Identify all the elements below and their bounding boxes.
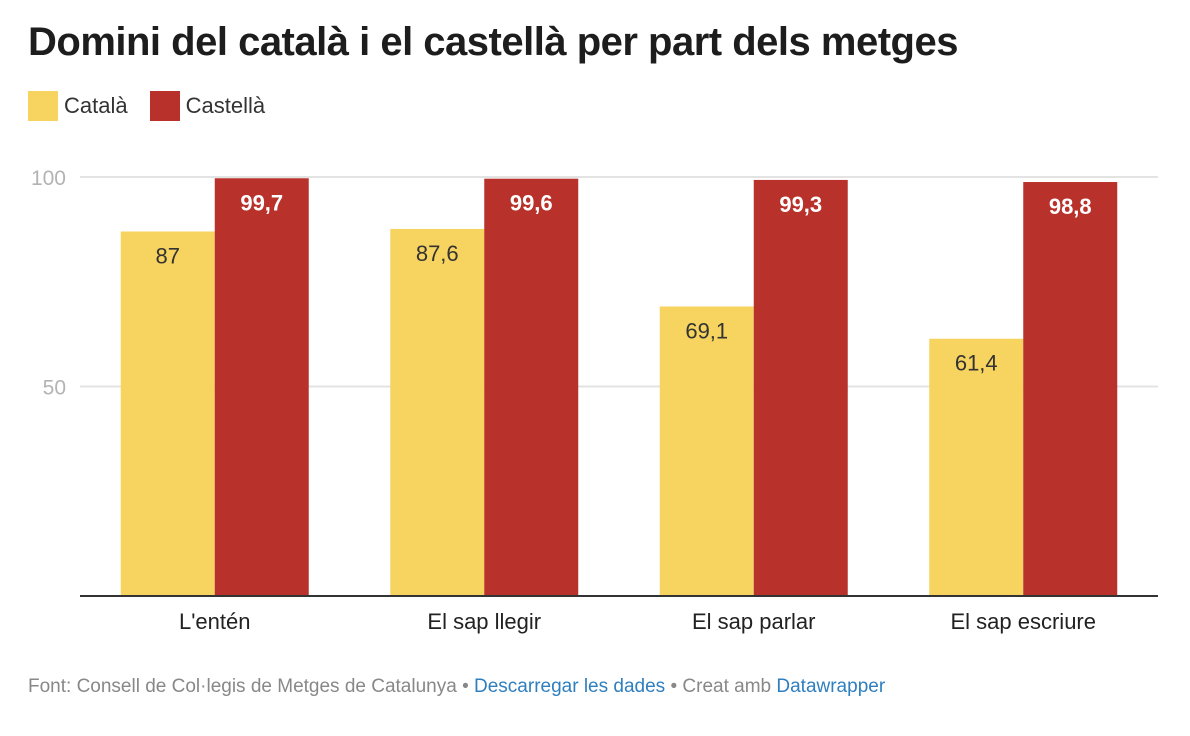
bar-chart: 100 50 87 99,7 L'entén 87,6 99,6 El sap llegir 6… <box>31 167 1158 634</box>
legend-label-catala: Català <box>64 93 128 118</box>
bar-castella-1 <box>484 178 579 596</box>
legend-swatch-castella <box>149 91 180 121</box>
data-label-catala-0: 87 <box>156 243 180 268</box>
legend-item-catala: Català <box>28 91 128 121</box>
data-label-castella-0: 99,7 <box>240 190 283 215</box>
legend-label-castella: Castellà <box>185 93 266 118</box>
bar-castella-2 <box>753 179 848 597</box>
y-tick-label-50: 50 <box>43 377 66 400</box>
data-label-castella-3: 98,8 <box>1049 194 1092 219</box>
bar-catala-1 <box>390 228 485 596</box>
datawrapper-link[interactable]: Datawrapper <box>776 676 886 697</box>
bar-catala-2 <box>659 306 754 596</box>
download-data-link[interactable]: Descarregar les dades <box>474 676 666 697</box>
footer-separator-2: • <box>670 676 678 697</box>
created-with-text: Creat amb <box>682 676 772 697</box>
bar-castella-0 <box>214 178 309 596</box>
legend-swatch-catala <box>28 91 58 121</box>
source-text: Font: Consell de Col·legis de Metges de … <box>28 676 457 697</box>
chart-title: Domini del català i el castellà per part… <box>28 20 958 64</box>
data-label-castella-1: 99,6 <box>510 191 553 216</box>
footer-separator-1: • <box>462 676 469 697</box>
legend-item-castella: Castellà <box>149 91 266 121</box>
category-label-1: El sap llegir <box>427 609 541 634</box>
legend: Català Castellà <box>28 91 287 121</box>
category-label-0: L'entén <box>179 609 251 634</box>
category-label-2: El sap parlar <box>692 609 816 634</box>
data-label-catala-2: 69,1 <box>685 318 728 343</box>
data-label-catala-3: 61,4 <box>955 351 998 376</box>
bar-castella-3 <box>1023 182 1118 596</box>
footer: Font: Consell de Col·legis de Metges de … <box>28 676 885 698</box>
bar-catala-0 <box>120 231 215 596</box>
data-label-catala-1: 87,6 <box>416 241 459 266</box>
bar-catala-3 <box>929 338 1024 596</box>
category-label-3: El sap escriure <box>950 609 1096 634</box>
y-tick-label-100: 100 <box>31 167 66 190</box>
data-label-castella-2: 99,3 <box>779 192 822 217</box>
